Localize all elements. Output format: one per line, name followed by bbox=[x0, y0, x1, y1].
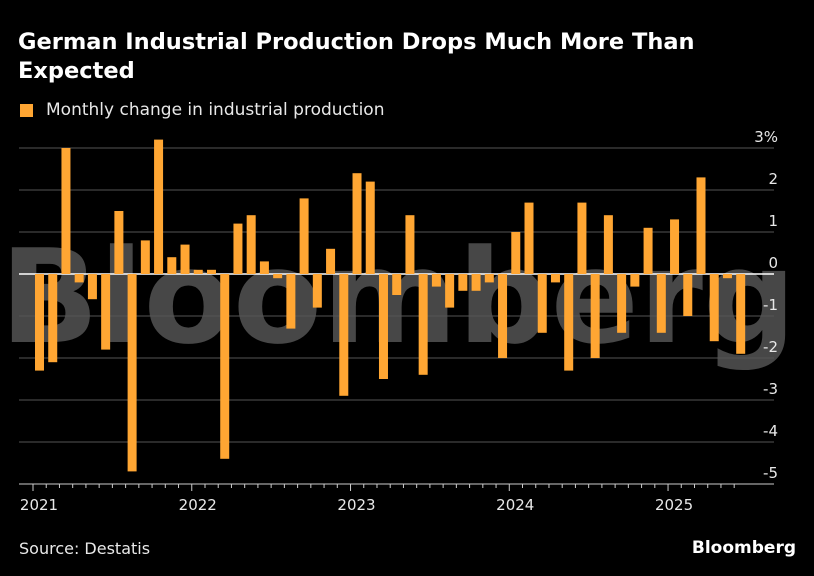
bar-2025-02 bbox=[683, 274, 693, 316]
bar-2023-03 bbox=[378, 274, 388, 379]
bar-2023-05 bbox=[405, 215, 415, 274]
bar-2022-04 bbox=[233, 223, 243, 274]
bar-2024-06 bbox=[577, 202, 587, 274]
bar-2025-01 bbox=[670, 219, 680, 274]
bar-2022-02 bbox=[206, 269, 216, 274]
bar-2025-05 bbox=[722, 274, 732, 279]
source-note: Source: Destatis bbox=[19, 539, 151, 558]
bloomberg-logo: Bloomberg bbox=[691, 538, 796, 558]
bar-2022-09 bbox=[299, 198, 309, 274]
bar-2022-10 bbox=[312, 274, 322, 308]
bar-2022-11 bbox=[326, 248, 336, 274]
bar-2021-09 bbox=[140, 240, 150, 274]
y-tick-label: -2 bbox=[763, 338, 778, 356]
bar-2021-05 bbox=[87, 274, 97, 300]
gridlines bbox=[19, 147, 774, 485]
bar-2024-01 bbox=[511, 232, 521, 274]
bar-2023-06 bbox=[418, 274, 428, 375]
bar-2023-11 bbox=[484, 274, 494, 283]
y-tick-label: 0 bbox=[768, 254, 778, 272]
bar-2023-12 bbox=[498, 274, 508, 358]
bar-2025-03 bbox=[696, 177, 706, 274]
bar-2023-02 bbox=[365, 181, 375, 274]
bar-2022-08 bbox=[286, 274, 296, 329]
bar-2021-01 bbox=[35, 274, 44, 371]
x-tick-label: 2025 bbox=[655, 496, 693, 514]
bar-2021-02 bbox=[48, 274, 58, 363]
x-tick-label: 2022 bbox=[179, 496, 217, 514]
bar-2025-06 bbox=[736, 274, 746, 354]
y-tick-label: 2 bbox=[768, 170, 778, 188]
bar-2021-10 bbox=[154, 139, 164, 274]
bar-2021-11 bbox=[167, 257, 177, 274]
bar-2023-01 bbox=[352, 173, 362, 274]
bar-2022-05 bbox=[246, 215, 256, 274]
bar-2024-04 bbox=[550, 274, 560, 283]
x-axis: 2021 2022 2023 2024 2025 bbox=[19, 483, 774, 514]
bar-2021-04 bbox=[74, 274, 84, 283]
bar-2023-10 bbox=[471, 274, 481, 291]
bar-2024-11 bbox=[643, 227, 653, 274]
bar-2024-07 bbox=[590, 274, 600, 358]
bar-2025-04 bbox=[709, 274, 719, 342]
bar-2022-06 bbox=[259, 261, 269, 274]
bar-2024-02 bbox=[524, 202, 534, 274]
y-tick-label: 3% bbox=[754, 128, 778, 146]
bar-2021-06 bbox=[101, 274, 111, 350]
bar-2022-07 bbox=[273, 274, 283, 279]
bar-2023-04 bbox=[392, 274, 402, 295]
bar-2024-08 bbox=[603, 215, 613, 274]
bar-2022-03 bbox=[220, 274, 230, 459]
y-tick-label: -5 bbox=[763, 464, 778, 482]
legend-label: Monthly change in industrial production bbox=[46, 100, 385, 120]
legend: Monthly change in industrial production bbox=[20, 100, 384, 120]
chart-title: German Industrial Production Drops Much … bbox=[18, 29, 695, 84]
bar-2024-12 bbox=[656, 274, 666, 333]
bar-2022-01 bbox=[193, 269, 203, 274]
y-tick-label: -1 bbox=[763, 296, 778, 314]
x-tick-label: 2023 bbox=[337, 496, 375, 514]
bar-2024-10 bbox=[630, 274, 640, 287]
bars bbox=[35, 139, 746, 472]
legend-swatch bbox=[20, 103, 33, 117]
bar-2024-03 bbox=[537, 274, 547, 333]
bar-2021-08 bbox=[127, 274, 137, 472]
x-tick-label: 2024 bbox=[496, 496, 534, 514]
bar-2023-09 bbox=[458, 274, 468, 291]
y-tick-label: -4 bbox=[763, 422, 778, 440]
bar-2021-12 bbox=[180, 244, 190, 274]
bar-2021-07 bbox=[114, 211, 124, 274]
bar-2023-08 bbox=[445, 274, 455, 308]
x-tick-label: 2021 bbox=[20, 496, 58, 514]
y-tick-label: -3 bbox=[763, 380, 778, 398]
y-axis-labels: 3% 2 1 0 -1 -2 -3 -4 -5 bbox=[754, 128, 778, 482]
bar-2021-03 bbox=[61, 148, 71, 274]
bar-2024-09 bbox=[617, 274, 627, 333]
bar-2022-12 bbox=[339, 274, 349, 396]
bar-2024-05 bbox=[564, 274, 574, 371]
y-tick-label: 1 bbox=[768, 212, 778, 230]
bar-2023-07 bbox=[431, 274, 441, 287]
